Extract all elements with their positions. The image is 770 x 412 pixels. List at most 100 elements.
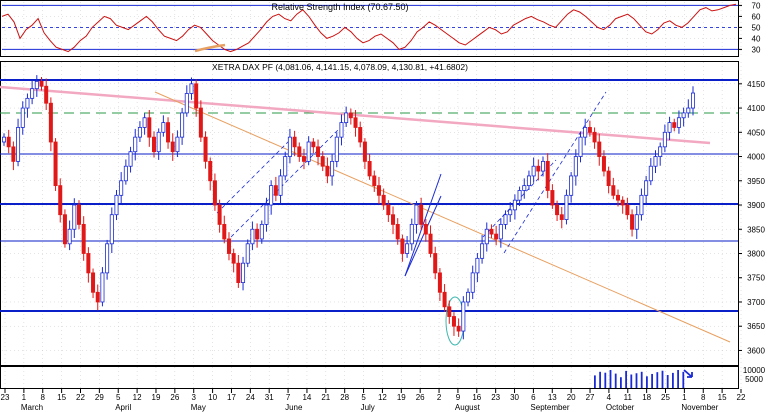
volume-frame: [0, 366, 739, 389]
candle-body: [601, 156, 606, 172]
candle-body: [109, 214, 114, 245]
candle-body: [597, 141, 602, 157]
channel-line-2a: [482, 159, 557, 238]
candle-body: [67, 228, 72, 245]
candle-body: [409, 224, 414, 245]
orange-downtrend-line: [154, 91, 731, 343]
candle-body: [339, 122, 344, 138]
rsi-frame: [0, 0, 739, 57]
candle-body: [48, 102, 53, 143]
candle-body: [44, 85, 49, 104]
candle-body: [583, 127, 588, 138]
x-tick-label: 7: [286, 393, 291, 402]
volume-bar: [625, 370, 627, 388]
candle-body: [555, 204, 560, 216]
candle-body: [105, 243, 110, 274]
x-tick-label: 22: [76, 393, 85, 402]
candle-body: [498, 224, 503, 240]
x-tick-label: 16: [472, 393, 481, 402]
candle-body: [151, 136, 156, 153]
candle-body: [11, 146, 16, 162]
x-tick-label: 21: [321, 393, 330, 402]
candle-body: [456, 325, 461, 332]
x-tick-label: 5: [361, 393, 366, 402]
candle-body: [550, 190, 555, 206]
x-tick-label: 4: [607, 393, 612, 402]
price-tick-label: 4000: [747, 153, 765, 162]
x-month-labels: March April May June July August September Octo…: [21, 403, 719, 412]
candle-body: [559, 214, 564, 220]
candle-body: [311, 141, 316, 148]
candle-body: [344, 112, 349, 123]
candle-body: [245, 243, 250, 264]
candle-body: [592, 131, 597, 143]
x-axis: 23 1 8 15 22 29 5 12 19 26 3 10 17 24 31 7 14 21 28 5 12 19 26…: [1, 389, 746, 412]
candle-body: [334, 136, 339, 162]
x-tick-label: 2: [437, 393, 442, 402]
rsi-y-axis: 30 40 50 60 70: [738, 1, 761, 54]
x-tick-label: 18: [642, 393, 651, 402]
candle-body: [372, 175, 377, 187]
candle-body: [39, 80, 44, 87]
x-tick-label: 3: [191, 393, 196, 402]
candle-body: [691, 92, 696, 109]
candle-body: [437, 272, 442, 293]
candle-body: [208, 160, 213, 182]
candle-body: [226, 238, 231, 254]
candle-body: [522, 185, 527, 191]
x-tick-label: 31: [265, 393, 274, 402]
candle-body: [175, 136, 180, 153]
candle-body: [100, 272, 105, 303]
price-tick-label: 3600: [747, 346, 765, 355]
x-tick-label: 8: [41, 393, 46, 402]
volume-bar: [604, 372, 607, 388]
price-tick-label: 4050: [747, 128, 765, 137]
candle-body: [480, 243, 485, 259]
candle-body: [620, 199, 625, 206]
volume-bar: [656, 372, 659, 388]
candle-body: [676, 117, 681, 128]
candle-body: [414, 204, 419, 225]
candle-body: [376, 185, 381, 196]
candle-body: [25, 97, 30, 109]
x-month-label: March: [21, 403, 43, 412]
candle-body: [250, 228, 255, 245]
candle-body: [86, 253, 91, 274]
candle-body: [20, 107, 25, 128]
candle-body: [76, 204, 81, 225]
rsi-line: [1, 3, 737, 53]
volume-bar: [635, 373, 638, 388]
candle-body: [541, 160, 546, 172]
x-tick-label: 1: [682, 393, 687, 402]
candle-body: [616, 194, 621, 201]
candle-body: [362, 141, 367, 162]
candle-body: [447, 306, 452, 317]
candle-body: [353, 117, 358, 128]
rsi-tick-label: 70: [752, 1, 761, 10]
candle-body: [470, 272, 475, 293]
candle-body: [95, 291, 100, 303]
candle-body: [72, 204, 77, 230]
volume-bar: [677, 370, 679, 388]
x-tick-label: 6: [531, 393, 536, 402]
volume-bar: [599, 371, 601, 388]
candle-body: [264, 204, 269, 225]
candle-body: [184, 93, 189, 114]
candle-body: [475, 257, 480, 274]
volume-bar: [661, 370, 664, 388]
candle-body: [62, 214, 67, 245]
candle-body: [217, 204, 222, 225]
x-tick-label: 11: [624, 393, 633, 402]
candle-body: [81, 224, 86, 254]
candle-body: [386, 204, 391, 216]
candle-body: [273, 185, 278, 196]
candle-body: [466, 291, 471, 303]
x-tick-label: 10: [208, 393, 217, 402]
candle-body: [316, 146, 321, 157]
candle-body: [161, 122, 166, 133]
candle-body: [545, 160, 550, 191]
candle-body: [91, 272, 96, 293]
candle-body: [128, 151, 133, 167]
candle-body: [433, 253, 438, 274]
